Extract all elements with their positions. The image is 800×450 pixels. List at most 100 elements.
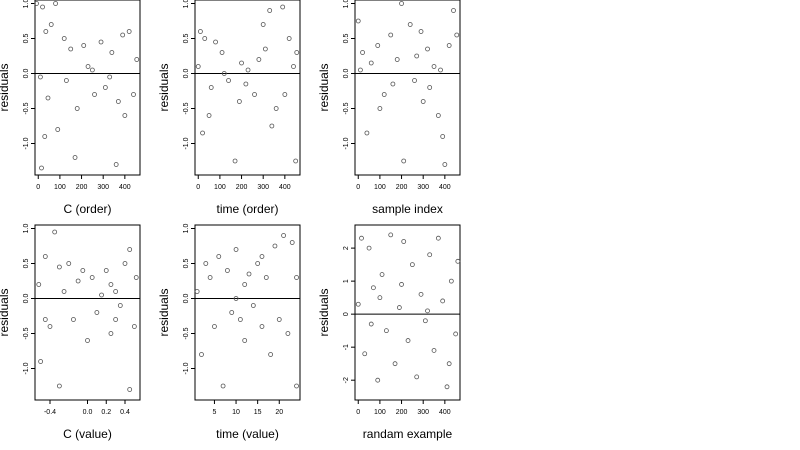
y-tick-label: 1.0 (23, 224, 30, 234)
x-tick-label: 0.4 (120, 409, 130, 416)
y-tick-label: 0.5 (23, 259, 30, 269)
data-point (122, 113, 128, 118)
data-point (221, 71, 227, 76)
panel-4: -0.4 0.0 0.2 0.4 -1.0 -0.5 0.0 0.5 1.0 C (value) r… (0, 224, 141, 441)
data-point (127, 247, 133, 252)
data-point (364, 130, 370, 136)
x-tick-label: 0 (196, 184, 200, 191)
data-point (233, 296, 239, 301)
data-point (56, 383, 62, 389)
x-tick-label: 100 (374, 184, 386, 191)
data-point (263, 275, 269, 280)
data-point (122, 261, 128, 266)
data-point (412, 78, 417, 83)
x-tick-label: 0 (356, 184, 360, 191)
data-point (47, 324, 53, 329)
data-point (418, 291, 424, 297)
data-point (109, 50, 115, 55)
data-point (368, 321, 374, 327)
y-axis-title: residuals (0, 63, 11, 111)
data-point (80, 268, 86, 273)
data-point (85, 338, 90, 343)
data-point (252, 92, 257, 97)
x-tick-label: 200 (396, 409, 408, 416)
data-point (455, 258, 461, 264)
y-tick-label: -0.5 (23, 102, 30, 114)
x-axis-title: time (value) (216, 427, 279, 441)
y-tick-label: 1.0 (183, 0, 190, 8)
y-axis-title: residuals (157, 63, 171, 111)
data-point (203, 261, 209, 266)
data-point (294, 275, 299, 280)
data-point (440, 134, 446, 139)
x-tick-label: 0 (36, 184, 40, 191)
data-point (74, 106, 80, 111)
x-tick-label: 20 (275, 409, 283, 416)
y-tick-label: -1.0 (23, 362, 30, 374)
y-tick-label: -1.0 (23, 137, 30, 149)
x-tick-label: 15 (254, 409, 262, 416)
data-point (399, 282, 404, 287)
data-point (134, 57, 140, 62)
data-point (81, 43, 87, 48)
y-tick-label: -0.5 (23, 327, 30, 339)
plot-frame (194, 224, 301, 401)
data-point (56, 264, 62, 270)
plot-frame (354, 224, 461, 401)
x-axis-title: C (value) (63, 427, 112, 441)
data-point (355, 301, 361, 307)
data-point (427, 85, 433, 90)
x-axis-title: C (order) (63, 202, 111, 216)
data-point (453, 331, 459, 337)
data-point (52, 229, 58, 235)
y-tick-label: 1.0 (343, 0, 350, 8)
data-point (371, 285, 376, 291)
data-point (451, 8, 456, 13)
plot-frame (34, 0, 141, 176)
panel-2: 0 100 200 300 400 -1.0 -0.5 0.0 0.5 1.0 time (orde… (157, 0, 301, 216)
plot-frame (194, 0, 301, 176)
data-point (286, 36, 292, 41)
data-point (383, 328, 389, 334)
x-tick-label: 200 (76, 184, 88, 191)
data-point (425, 308, 430, 314)
data-point (61, 289, 67, 294)
data-point (63, 78, 69, 83)
data-point (113, 289, 119, 294)
y-tick-label: 0.5 (23, 34, 30, 44)
data-point (276, 317, 282, 322)
data-point (377, 295, 383, 301)
data-point (42, 134, 48, 139)
data-point (260, 22, 266, 27)
data-point (418, 29, 424, 34)
data-point (255, 261, 261, 266)
data-point (220, 383, 226, 389)
data-point (108, 331, 114, 336)
data-point (212, 324, 217, 329)
y-tick-label: 0.5 (343, 34, 350, 44)
y-axis-title: residuals (0, 288, 11, 336)
y-axis-title: residuals (317, 63, 331, 111)
data-point (45, 95, 51, 101)
data-point (362, 351, 368, 357)
data-point (34, 1, 39, 6)
x-tick-label: 100 (214, 184, 226, 191)
data-point (233, 247, 239, 252)
data-point (113, 317, 119, 322)
data-point (442, 162, 448, 167)
data-point (280, 4, 286, 10)
data-point (229, 310, 235, 315)
data-point (375, 43, 381, 48)
data-point (359, 235, 364, 241)
data-point (195, 64, 201, 69)
data-point (85, 64, 91, 69)
y-axis-title: residuals (317, 288, 331, 336)
data-point (99, 292, 104, 298)
y-tick-label: -1.0 (183, 362, 190, 374)
data-point (94, 310, 100, 315)
data-point (360, 50, 365, 55)
data-point (366, 245, 372, 251)
data-point (242, 338, 248, 343)
y-tick-label: 1 (343, 279, 350, 283)
data-point (53, 1, 58, 6)
